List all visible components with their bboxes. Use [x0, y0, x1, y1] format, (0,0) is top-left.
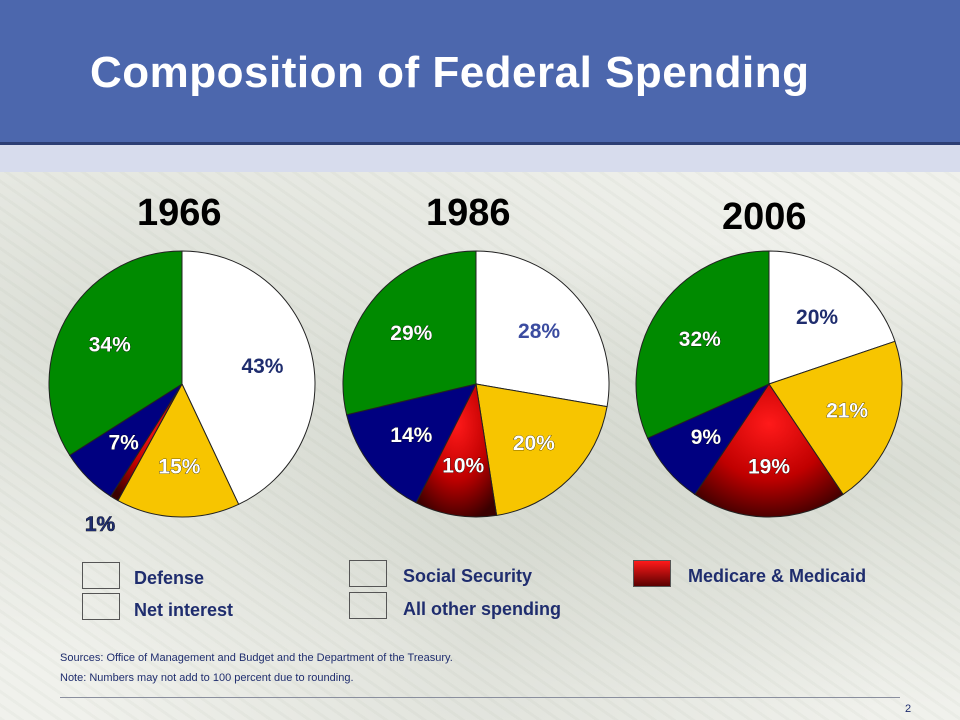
pie-slice-1966-defense	[181, 250, 316, 506]
pie-slice-2006-social-security	[768, 340, 903, 496]
pie-label-1986-social-security: 20%	[513, 432, 555, 455]
pie-label-1986-defense: 28%	[518, 320, 560, 343]
legend-swatch-all-other	[349, 592, 387, 619]
pie-label-2006-net-interest: 9%	[691, 426, 722, 449]
pie-label-1986-net-interest: 14%	[390, 424, 432, 447]
pie-label-1966-medicare-medicaid: 1%	[85, 513, 116, 536]
legend-label-net-interest: Net interest	[134, 600, 234, 620]
pie-slice-1986-all-other-spending	[342, 250, 477, 416]
pie-label-1966-all-other-spending: 34%	[89, 333, 131, 356]
pie-label-1986-all-other-spending: 29%	[390, 322, 432, 345]
pie-slice-1986-social-security	[475, 383, 608, 516]
legend-swatch-defense	[82, 562, 120, 589]
legend-swatch-medicare	[633, 560, 671, 587]
pie-label-2006-medicare-medicaid: 19%	[748, 455, 790, 478]
pie-label-1966-defense: 43%	[241, 355, 283, 378]
pie-slice-1986-net-interest	[346, 383, 477, 504]
pie-title-1966: 1966	[137, 192, 222, 234]
legend-label-defense: Defense	[134, 568, 205, 588]
title-bar: Composition of Federal Spending	[0, 0, 960, 142]
pie-label-1966-social-security: 15%	[158, 455, 200, 478]
header-stripe	[0, 142, 960, 172]
pie-title-1986: 1986	[426, 192, 511, 234]
legend-label-medicare: Medicare & Medicaid	[688, 566, 867, 586]
rounding-note: Note: Numbers may not add to 100 percent…	[60, 672, 354, 684]
footer-rule	[60, 697, 900, 698]
pie-label-2006-social-security: 21%	[826, 399, 868, 422]
pie-title-2006: 2006	[722, 196, 807, 238]
pie-label-1986-medicare-medicaid: 10%	[442, 454, 484, 477]
pie-slice-2006-medicare-medicaid	[694, 383, 844, 518]
pie-slice-2006-all-other-spending	[635, 250, 770, 439]
pie-label-2006-all-other-spending: 32%	[679, 328, 721, 351]
pie-slice-1986-defense	[475, 250, 610, 408]
pie-charts: 43% 15% 1% 7% 34% 28% 20% 10% 14% 29% 20% 21% 19% 9% 3…	[48, 250, 903, 536]
pie-slice-1966-social-security	[117, 382, 240, 518]
legend-label-social-security: Social Security	[403, 566, 533, 586]
pie-slice-1986-medicare-medicaid	[415, 382, 498, 518]
sources-note: Sources: Office of Management and Budget…	[60, 652, 453, 664]
pie-label-1966-net-interest: 7%	[109, 431, 140, 454]
legend-label-all-other: All other spending	[403, 599, 562, 619]
page-number: 2	[905, 703, 912, 715]
slide-title: Composition of Federal Spending	[90, 48, 810, 97]
pie-label-2006-defense: 20%	[796, 306, 838, 329]
pie-slice-2006-defense	[768, 250, 896, 385]
legend-swatch-net-interest	[82, 593, 120, 620]
pie-slice-1966-all-other-spending	[48, 250, 183, 456]
legend-swatch-social-security	[349, 560, 387, 587]
